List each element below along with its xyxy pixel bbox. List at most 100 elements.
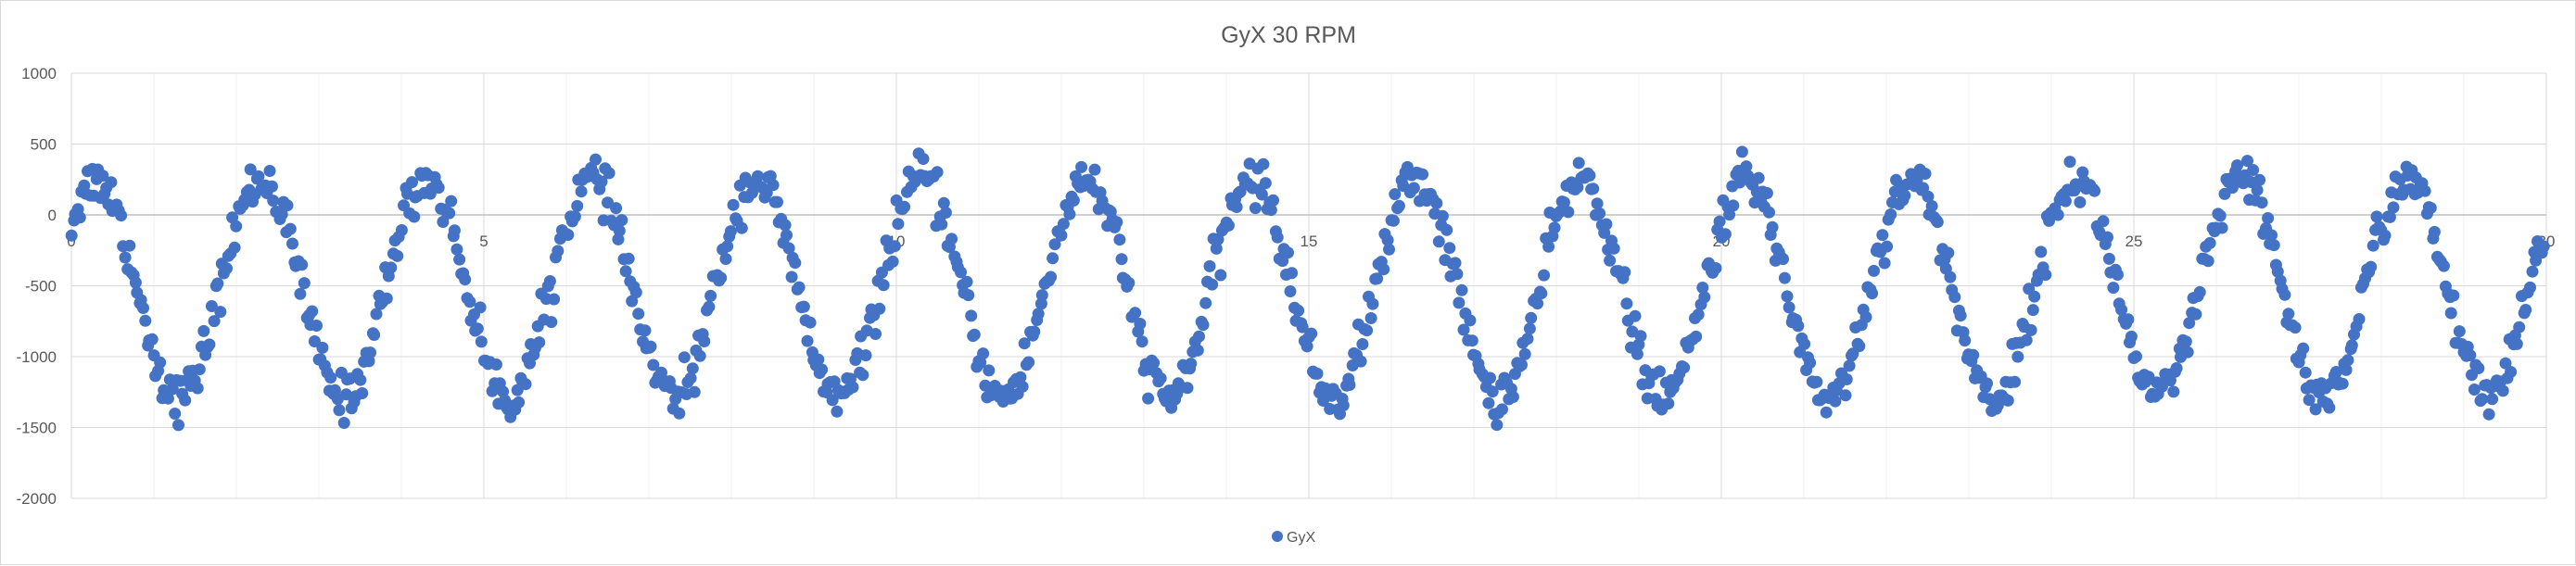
data-point (1047, 252, 1060, 265)
data-point (892, 218, 905, 231)
data-point (2341, 354, 2354, 367)
data-point (1868, 264, 1880, 277)
data-point (1942, 246, 1955, 259)
data-point (115, 209, 128, 222)
data-point (2336, 377, 2349, 390)
data-point (2001, 394, 2014, 407)
data-point (1591, 197, 1604, 210)
data-point (1535, 287, 1548, 300)
y-tick-label: -500 (25, 278, 57, 296)
data-point (385, 261, 398, 274)
data-point (1361, 324, 1374, 337)
data-point (939, 207, 952, 219)
data-point (2203, 236, 2216, 249)
data-point (1740, 160, 1753, 173)
data-point (1154, 371, 1167, 384)
data-point (1055, 229, 1068, 242)
data-point (2020, 333, 2033, 346)
data-point (1381, 233, 1394, 246)
data-point (831, 405, 844, 418)
data-point (296, 258, 309, 271)
data-point (1521, 333, 1534, 346)
data-point (453, 253, 466, 266)
data-point (172, 419, 184, 432)
data-point (1407, 182, 1420, 195)
chart-title: GyX 30 RPM (1221, 22, 1356, 48)
data-point (2383, 210, 2396, 223)
data-point (2367, 239, 2379, 252)
data-point (2183, 317, 2196, 330)
data-point (543, 275, 556, 287)
data-point (1210, 242, 1223, 255)
data-point (1709, 262, 1722, 274)
data-point (955, 266, 967, 279)
data-point (782, 242, 795, 255)
data-point (1925, 200, 1938, 212)
data-point (1719, 228, 1732, 241)
data-point (2009, 375, 2022, 388)
data-point (1572, 157, 1585, 170)
data-point (2340, 363, 2353, 376)
data-point (2271, 265, 2284, 278)
data-point (2231, 159, 2243, 171)
data-point (2345, 339, 2358, 352)
data-point (886, 255, 899, 268)
data-point (846, 381, 859, 394)
data-point (2297, 342, 2310, 355)
data-point (333, 404, 346, 417)
data-point (548, 293, 561, 306)
data-point (2170, 362, 2183, 374)
data-point (1620, 297, 1633, 310)
data-point (1948, 291, 1961, 304)
data-point (1206, 278, 1219, 291)
data-point (1792, 320, 1805, 333)
data-point (703, 300, 716, 313)
data-point (1840, 373, 1853, 385)
data-point (869, 328, 882, 340)
data-point (1123, 276, 1136, 289)
data-point (678, 351, 691, 364)
data-point (673, 407, 686, 420)
data-point (208, 315, 221, 328)
data-point (2202, 255, 2214, 268)
data-point (2179, 335, 2192, 348)
data-point (1222, 219, 1235, 232)
data-point (1518, 347, 1531, 360)
data-point (230, 220, 243, 233)
data-point (1045, 270, 1058, 283)
data-point (2418, 184, 2431, 197)
data-point (1482, 396, 1495, 409)
data-point (406, 176, 418, 189)
data-point (1389, 188, 1402, 201)
data-point (804, 316, 817, 329)
data-point (337, 417, 350, 429)
data-point (1197, 319, 1210, 332)
data-point (1264, 204, 1277, 217)
data-point (1859, 310, 1872, 323)
data-point (1557, 196, 1570, 208)
data-point (1491, 419, 1504, 432)
data-point (965, 309, 978, 322)
data-point (2215, 221, 2228, 234)
data-point (354, 373, 367, 386)
data-point (684, 371, 697, 384)
data-point (2365, 260, 2378, 273)
data-point (519, 378, 532, 391)
data-point (2524, 281, 2536, 294)
data-point (779, 219, 792, 232)
data-point (1271, 231, 1284, 244)
data-point (275, 208, 288, 220)
data-point (812, 353, 825, 366)
data-point (311, 320, 323, 332)
data-point (1255, 188, 1268, 201)
data-point (2267, 239, 2280, 252)
data-point (1607, 242, 1620, 255)
data-point (1366, 297, 1379, 310)
data-point (1878, 257, 1891, 270)
data-point (785, 270, 798, 283)
data-point (917, 153, 930, 165)
data-point (1843, 359, 1856, 372)
data-point (1967, 348, 1980, 361)
data-point (2255, 196, 2268, 209)
